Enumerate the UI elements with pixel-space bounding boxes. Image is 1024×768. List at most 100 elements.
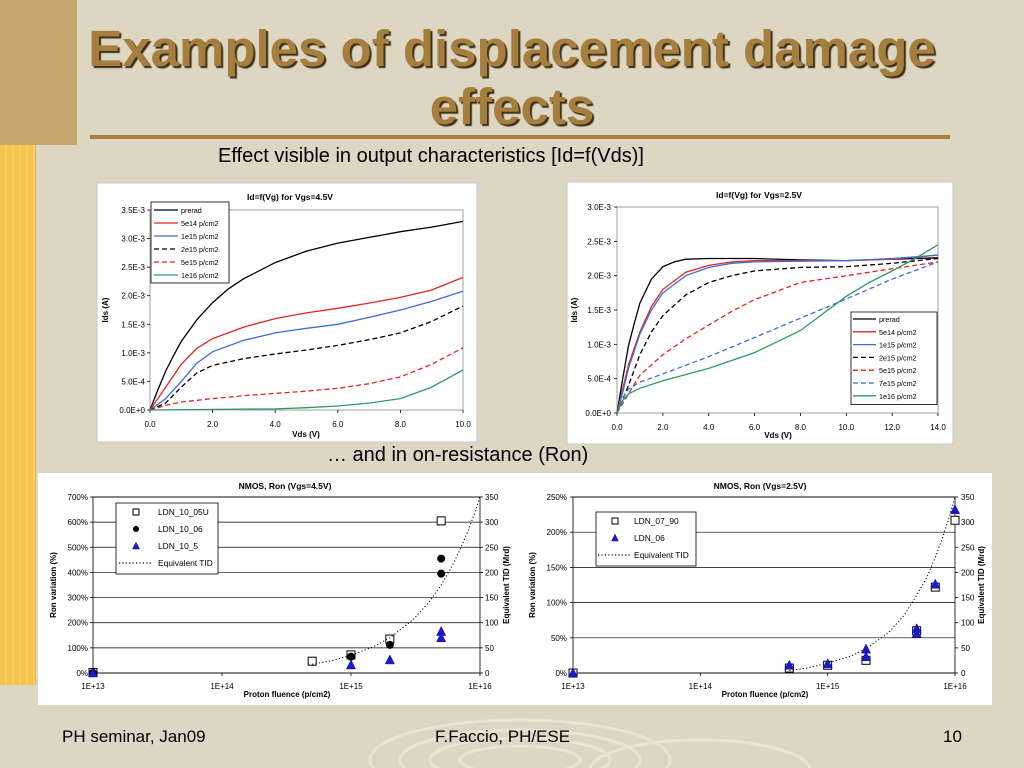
y-tick-label: 2.5E-3 (587, 237, 611, 246)
legend-label: prerad (181, 206, 202, 215)
data-point (437, 554, 446, 563)
x-tick-label: 1E+13 (81, 682, 105, 691)
caption-on-resistance: … and in on-resistance (Ron) (327, 444, 589, 466)
y-right-tick-label: 300 (961, 518, 975, 527)
legend-label: 1e16 p/cm2 (181, 271, 219, 280)
x-tick-label: 6.0 (332, 420, 344, 429)
legend-label: Equivalent TID (634, 550, 689, 560)
y-right-axis-label: Equivalent TID (Mrd) (977, 546, 986, 624)
legend-label: 2e15 p/cm2 (181, 245, 219, 254)
x-axis-label: Proton fluence (p/cm2) (722, 690, 809, 699)
x-tick-label: 1E+16 (943, 682, 967, 691)
legend-marker (611, 517, 619, 525)
series-line (616, 244, 939, 414)
y-tick-label: 250% (547, 493, 567, 502)
data-point (384, 654, 395, 665)
footer-swirl-decoration (368, 718, 812, 768)
chart-title: NMOS, Ron (Vgs=2.5V) (714, 481, 807, 491)
y-right-tick-label: 0 (485, 669, 490, 678)
x-axis-label: Vds (V) (764, 431, 792, 440)
side-accent-strip (0, 145, 36, 685)
y-right-tick-label: 350 (961, 493, 975, 502)
data-point (822, 658, 833, 669)
data-point (436, 632, 447, 643)
y-tick-label: 50% (551, 634, 567, 643)
chart-title: NMOS, Ron (Vgs=4.5V) (239, 481, 332, 491)
y-tick-label: 600% (68, 518, 88, 527)
series-line (149, 347, 464, 411)
series-line (149, 276, 464, 411)
x-tick-label: 8.0 (395, 420, 407, 429)
x-tick-label: 1E+15 (339, 682, 363, 691)
data-point (437, 569, 446, 578)
data-point (860, 651, 872, 662)
y-tick-label: 1.5E-3 (587, 306, 611, 315)
legend-label: 5e14 p/cm2 (181, 219, 219, 228)
y-right-tick-label: 50 (961, 644, 970, 653)
legend-label: LDN_10_05U (158, 507, 209, 517)
y-tick-label: 3.0E-3 (587, 203, 611, 212)
data-point (949, 504, 961, 514)
y-tick-label: 3.5E-3 (121, 206, 145, 215)
y-tick-label: 3.0E-3 (121, 235, 145, 244)
y-tick-label: 1.5E-3 (121, 320, 145, 329)
y-tick-label: 1.0E-3 (587, 340, 611, 349)
y-tick-label: 5.0E-4 (121, 377, 145, 386)
y-tick-label: 100% (547, 599, 567, 608)
x-tick-label: 6.0 (749, 423, 761, 432)
chart-1: Id=f(Vg) for Vgs=2.5V 0.0E+0 5.0E-4 1.0E-3 1… (566, 181, 954, 445)
y-right-tick-label: 250 (961, 543, 975, 552)
y-tick-label: 2.0E-3 (587, 272, 611, 281)
title-underline (90, 135, 950, 139)
legend-label: LDN_10_5 (158, 541, 198, 551)
x-tick-label: 1E+14 (210, 682, 234, 691)
series-line (149, 220, 464, 411)
series-line (789, 496, 956, 671)
y-tick-label: 0.0E+0 (119, 406, 145, 415)
legend-box (850, 311, 938, 405)
legend-label: 5e15 p/cm2 (181, 258, 219, 267)
y-tick-label: 100% (68, 644, 88, 653)
y-right-axis-label: Equivalent TID (Mrd) (502, 546, 511, 624)
x-tick-label: 12.0 (884, 423, 900, 432)
data-point (567, 667, 579, 678)
x-tick-label: 10.0 (838, 423, 854, 432)
y-tick-label: 300% (68, 594, 88, 603)
y-tick-label: 0.0E+0 (585, 409, 611, 418)
legend-label: 5e15 p/cm2 (879, 366, 917, 375)
legend-marker (132, 508, 140, 516)
y-axis-label: Ron variation (%) (528, 552, 537, 618)
y-tick-label: 2.5E-3 (121, 263, 145, 272)
x-tick-label: 0.0 (144, 420, 156, 429)
x-tick-label: 2.0 (657, 423, 669, 432)
y-right-tick-label: 350 (485, 493, 499, 502)
chart-title: Id=f(Vg) for Vgs=2.5V (716, 190, 802, 200)
data-point (784, 659, 795, 670)
y-right-tick-label: 50 (485, 644, 494, 653)
legend-label: 2e15 p/cm2 (879, 353, 917, 362)
y-tick-label: 400% (68, 568, 88, 577)
data-point (950, 515, 960, 525)
x-tick-label: 4.0 (703, 423, 715, 432)
y-tick-label: 200% (547, 528, 567, 537)
y-tick-label: 500% (68, 543, 88, 552)
y-tick-label: 2.0E-3 (121, 292, 145, 301)
series-line (149, 305, 464, 411)
legend-label: 5e14 p/cm2 (879, 328, 917, 337)
x-tick-label: 0.0 (611, 423, 623, 432)
legend-label: 7e15 p/cm2 (879, 379, 917, 388)
y-right-tick-label: 200 (485, 568, 499, 577)
y-tick-label: 150% (547, 563, 567, 572)
y-tick-label: 1.0E-3 (121, 349, 145, 358)
legend-marker (611, 533, 619, 542)
y-right-tick-label: 100 (961, 619, 975, 628)
y-tick-label: 0% (555, 669, 567, 678)
legend-label: LDN_06 (634, 533, 665, 543)
y-tick-label: 5.0E-4 (587, 375, 611, 384)
y-right-tick-label: 200 (961, 568, 975, 577)
data-point (911, 628, 922, 638)
corner-accent-block (0, 0, 77, 145)
chart-title: Id=f(Vg) for Vgs=4.5V (247, 192, 333, 202)
data-point (385, 640, 394, 649)
